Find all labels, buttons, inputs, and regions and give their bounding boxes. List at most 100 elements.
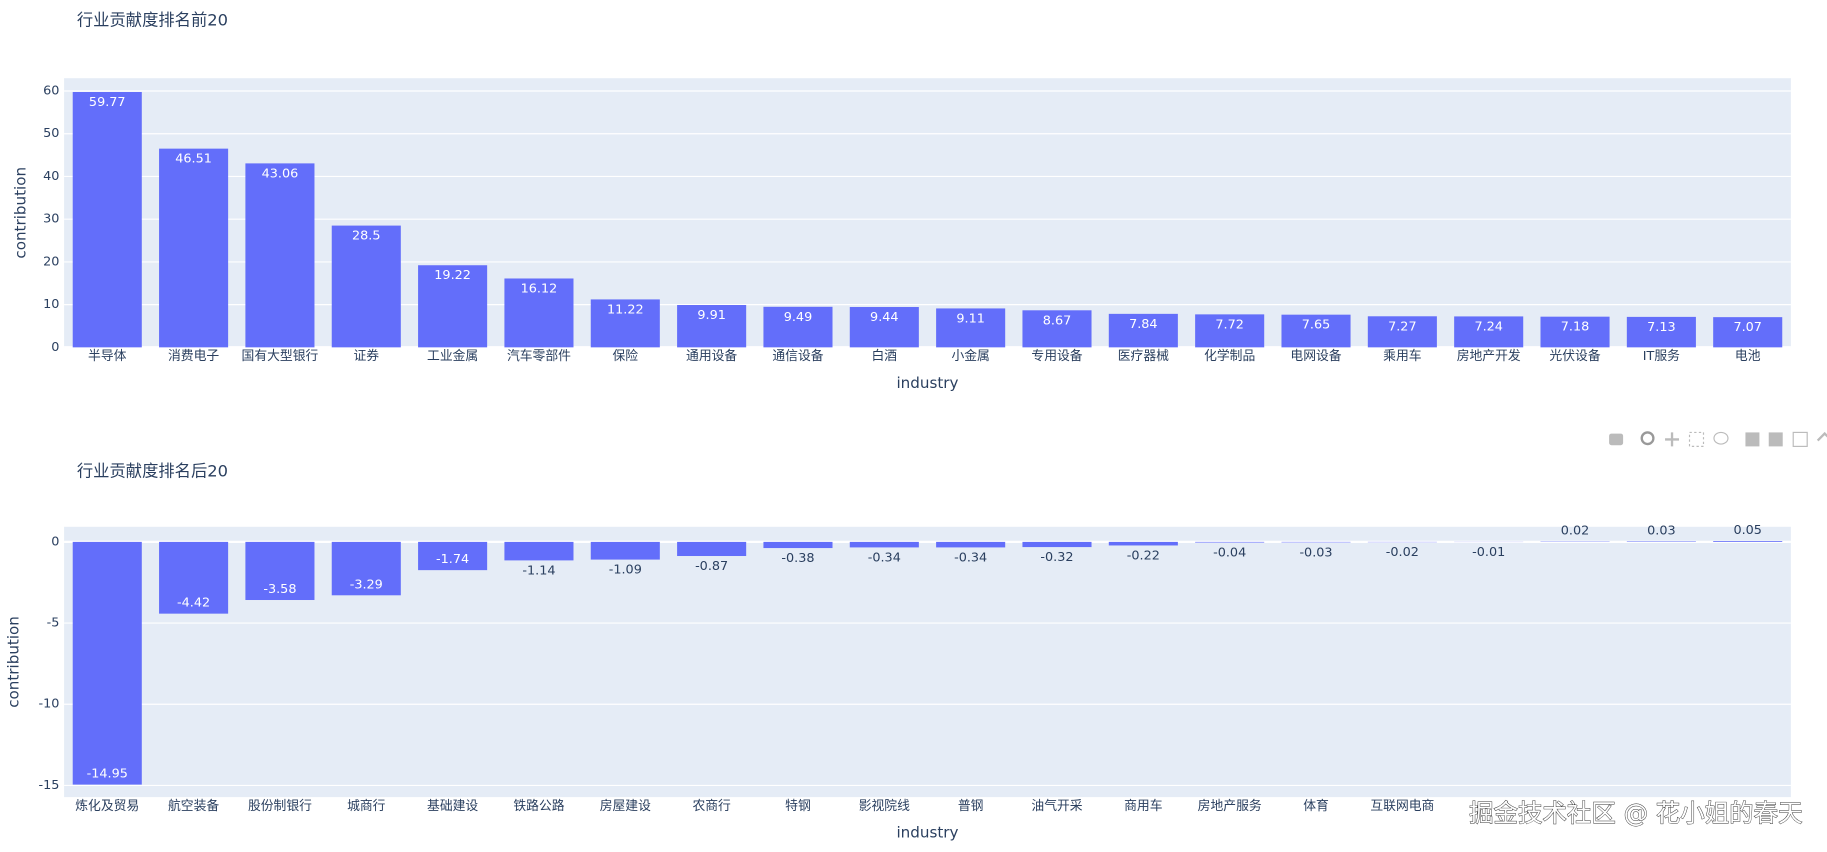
bar bbox=[504, 541, 574, 561]
value-label: 7.65 bbox=[1302, 318, 1331, 333]
value-label: -0.03 bbox=[1299, 545, 1332, 560]
value-label: -0.22 bbox=[1127, 548, 1160, 563]
y-tick-label: 40 bbox=[43, 169, 59, 184]
x-tick-label: 小金属 bbox=[951, 348, 989, 364]
bar bbox=[1281, 314, 1351, 348]
x-tick-label: 证券 bbox=[353, 348, 379, 364]
value-label: 19.22 bbox=[434, 268, 471, 283]
bar bbox=[1540, 316, 1610, 348]
zoom-in-icon[interactable] bbox=[1745, 432, 1760, 447]
value-label: 7.07 bbox=[1733, 320, 1761, 335]
x-tick-label: IT服务 bbox=[1643, 348, 1680, 364]
value-label: 7.72 bbox=[1215, 317, 1243, 332]
bar bbox=[159, 541, 229, 614]
camera-icon[interactable] bbox=[1609, 433, 1624, 446]
y-tick-label: 0 bbox=[51, 340, 59, 355]
x-tick-label: 房屋建设 bbox=[600, 798, 651, 814]
bar bbox=[245, 541, 315, 601]
x-tick-label: 房地产服务 bbox=[1198, 798, 1262, 814]
value-label: 0.03 bbox=[1647, 523, 1675, 538]
x-tick-label: 通信设备 bbox=[772, 349, 823, 364]
y-tick-label: 50 bbox=[43, 126, 59, 141]
bar bbox=[1713, 317, 1783, 348]
bar bbox=[1713, 541, 1783, 542]
x-tick-label: 特钢 bbox=[785, 799, 811, 814]
x-tick-label: 通用设备 bbox=[686, 349, 737, 364]
value-label: -4.42 bbox=[177, 596, 210, 611]
value-label: 43.06 bbox=[262, 166, 299, 181]
chart-title: 行业贡献度排名后20 bbox=[77, 462, 228, 481]
value-label: 9.11 bbox=[956, 311, 985, 326]
x-tick-label: 基础建设 bbox=[427, 799, 478, 814]
value-label: -1.14 bbox=[522, 563, 555, 578]
bar bbox=[1108, 541, 1178, 546]
bar bbox=[245, 163, 315, 348]
bar bbox=[1626, 316, 1696, 348]
value-label: -3.58 bbox=[263, 582, 296, 597]
bar bbox=[763, 541, 833, 549]
x-tick-label: 国有大型银行 bbox=[242, 349, 319, 364]
value-label: -0.34 bbox=[954, 550, 987, 565]
x-axis-title: industry bbox=[896, 824, 958, 842]
y-tick-label: 10 bbox=[43, 297, 59, 312]
y-tick-label: 30 bbox=[43, 212, 59, 227]
value-label: -0.01 bbox=[1472, 545, 1505, 560]
box-select-icon[interactable] bbox=[1688, 431, 1705, 447]
value-label: 7.84 bbox=[1129, 317, 1158, 332]
x-tick-label: 乘用车 bbox=[1383, 349, 1422, 364]
x-axis-title: industry bbox=[896, 374, 958, 392]
reset-icon[interactable] bbox=[1816, 431, 1827, 442]
bar bbox=[1195, 541, 1265, 543]
bar bbox=[936, 308, 1006, 348]
value-label: 9.44 bbox=[870, 310, 899, 325]
value-label: 46.51 bbox=[175, 152, 212, 167]
value-label: -0.38 bbox=[781, 551, 814, 566]
bar bbox=[504, 278, 574, 348]
x-tick-label: 电网设备 bbox=[1290, 349, 1341, 364]
value-label: -0.87 bbox=[695, 559, 728, 574]
zoom-out-icon[interactable] bbox=[1768, 432, 1783, 447]
lasso-icon[interactable] bbox=[1713, 431, 1729, 445]
x-tick-label: 炼化及贸易 bbox=[75, 799, 139, 814]
y-axis-title: contribution bbox=[4, 616, 22, 708]
value-label: -1.09 bbox=[609, 563, 642, 578]
x-tick-label: 光伏设备 bbox=[1549, 349, 1600, 364]
bar bbox=[590, 299, 660, 348]
zoom-icon[interactable] bbox=[1640, 431, 1655, 446]
chart-title: 行业贡献度排名前20 bbox=[77, 11, 228, 30]
bar bbox=[331, 541, 401, 596]
value-label: 28.5 bbox=[352, 229, 381, 244]
chart: 行业贡献度排名前20 0 10 20 30 40 50 60 industry contribut… bbox=[11, 11, 1791, 392]
x-tick-label: 互联网电商 bbox=[1370, 799, 1434, 814]
value-label: -0.34 bbox=[868, 550, 901, 565]
bar bbox=[849, 541, 919, 548]
watermark: 掘金技术社区 @ 花小姐的春天 bbox=[1469, 799, 1802, 828]
value-label: -14.95 bbox=[87, 767, 128, 782]
value-label: 9.91 bbox=[697, 308, 726, 323]
plot-area bbox=[64, 526, 1791, 798]
x-tick-label: 铁路公路 bbox=[513, 798, 564, 814]
bar bbox=[72, 541, 142, 785]
pan-icon[interactable] bbox=[1665, 432, 1680, 447]
y-tick-label: 20 bbox=[43, 254, 59, 269]
x-tick-label: 城商行 bbox=[347, 799, 386, 814]
autoscale-icon[interactable] bbox=[1792, 431, 1808, 447]
bar bbox=[763, 306, 833, 348]
modebar bbox=[1609, 431, 1827, 447]
value-label: -0.32 bbox=[1040, 550, 1073, 565]
y-tick-label: -5 bbox=[47, 616, 60, 631]
x-tick-label: 工业金属 bbox=[427, 348, 478, 364]
bar bbox=[1022, 310, 1092, 348]
value-label: 7.27 bbox=[1388, 319, 1417, 334]
x-tick-label: 半导体 bbox=[88, 349, 127, 364]
value-label: 59.77 bbox=[89, 95, 126, 110]
value-label: -1.74 bbox=[436, 552, 469, 567]
value-label: 16.12 bbox=[521, 281, 558, 296]
bar bbox=[72, 91, 142, 348]
bar bbox=[677, 541, 747, 557]
value-label: 9.49 bbox=[784, 310, 813, 325]
bar bbox=[1022, 541, 1092, 548]
bar bbox=[677, 305, 747, 348]
bar bbox=[849, 307, 919, 348]
